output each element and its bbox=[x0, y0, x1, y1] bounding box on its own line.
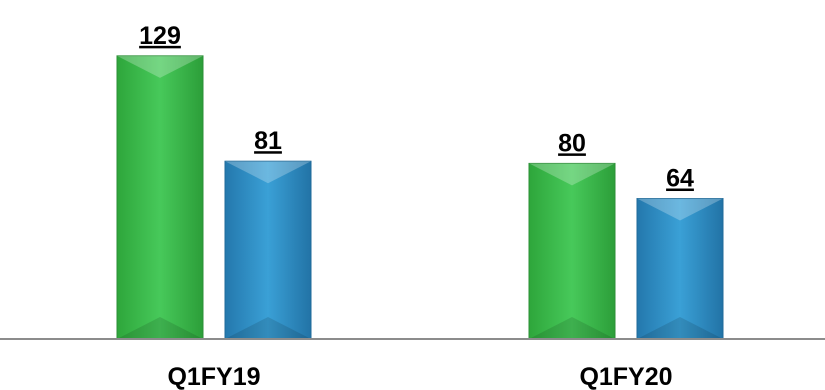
bar-top-bevel bbox=[529, 163, 615, 186]
bar-Q1FY19-blue bbox=[224, 160, 312, 340]
bar-body bbox=[224, 160, 312, 340]
category-label-Q1FY19: Q1FY19 bbox=[167, 363, 260, 390]
bar-top-bevel bbox=[637, 198, 723, 221]
bar-bottom-bevel bbox=[529, 317, 615, 339]
data-label-Q1FY19-blue: 81 bbox=[254, 127, 282, 155]
bars-group bbox=[116, 55, 724, 340]
bar-Q1FY19-green bbox=[116, 55, 204, 340]
data-label-Q1FY20-blue: 64 bbox=[666, 165, 694, 193]
data-label-Q1FY20-green: 80 bbox=[558, 129, 586, 157]
data-label-Q1FY19-green: 129 bbox=[139, 22, 181, 50]
bar-bottom-bevel bbox=[225, 317, 311, 339]
bar-top-bevel bbox=[117, 55, 203, 78]
data-labels-group: 129 81 80 64 bbox=[139, 22, 694, 193]
bar-top-bevel bbox=[225, 161, 311, 184]
bar-body bbox=[116, 55, 204, 340]
bar-Q1FY20-blue bbox=[636, 198, 724, 340]
bar-body bbox=[528, 162, 616, 340]
bar-bottom-bevel bbox=[117, 317, 203, 339]
category-label-Q1FY20: Q1FY20 bbox=[579, 363, 672, 390]
category-labels-group: Q1FY19 Q1FY20 bbox=[167, 363, 672, 390]
bar-Q1FY20-green bbox=[528, 162, 616, 340]
bar-bottom-bevel bbox=[637, 317, 723, 339]
